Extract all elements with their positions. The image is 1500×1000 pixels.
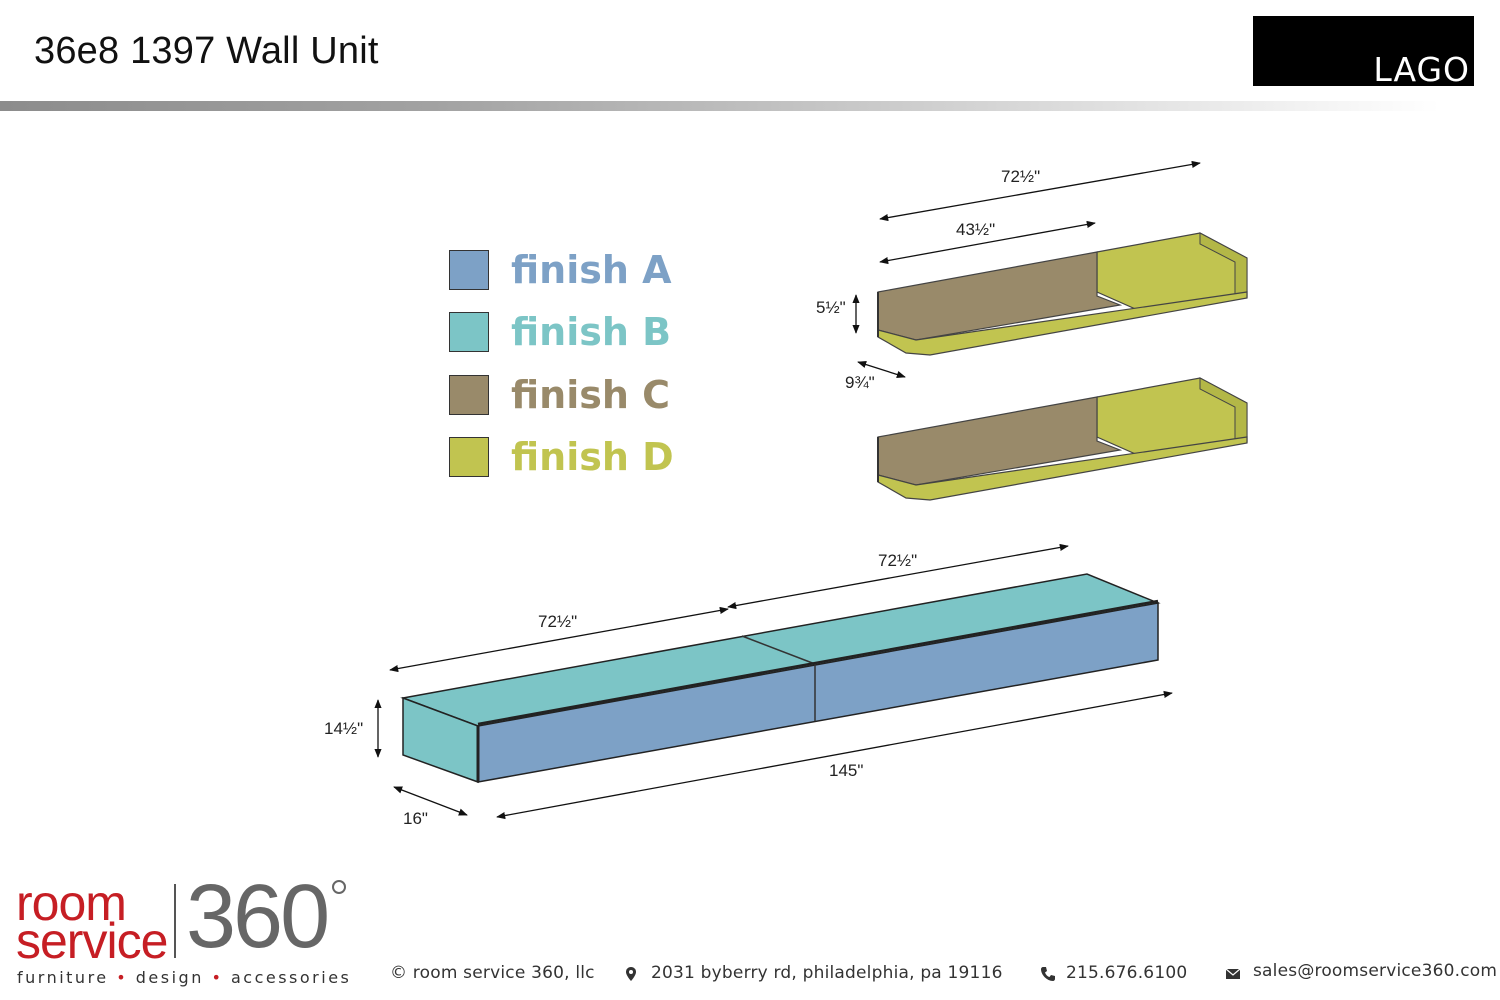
finish-c-swatch [449, 375, 489, 415]
dim-base-depth: 16" [403, 809, 428, 828]
dimension-lines [374, 160, 1201, 820]
logo-word-room: room [16, 875, 127, 931]
footer-copyright: © room service 360, llc [390, 963, 595, 983]
tagline-design: design [135, 968, 204, 987]
logo-tagline: furniture • design • accessories [17, 968, 351, 987]
dim-shelf-total-length: 72½" [1001, 167, 1040, 186]
upper-shelf [877, 232, 1248, 356]
logo-word-service: service [16, 913, 168, 969]
dim-shelf-back-length: 43½" [956, 220, 995, 239]
footer-email[interactable]: sales@roomservice360.com [1253, 961, 1498, 981]
tagline-furniture: furniture [17, 968, 109, 987]
finish-c-label: finish C [511, 373, 671, 417]
dim-base-length: 145" [829, 761, 863, 780]
dim-base-top-right: 72½" [878, 551, 917, 570]
tagline-separator: • [211, 968, 224, 987]
finish-d-swatch [449, 437, 489, 477]
lower-shelf [877, 377, 1248, 501]
page-title: 36e8 1397 Wall Unit [34, 30, 379, 72]
finish-a-swatch [449, 250, 489, 290]
dim-base-height: 14½" [324, 719, 363, 738]
dim-base-top-left: 72½" [538, 612, 577, 631]
finish-d-label: finish D [511, 435, 674, 479]
lago-logo: LAGO [1253, 16, 1474, 86]
tagline-accessories: accessories [230, 968, 352, 987]
logo-number: 360 [186, 867, 330, 967]
footer-phone: 215.676.6100 [1066, 963, 1188, 983]
dim-shelf-depth: 9¾" [845, 373, 875, 392]
finish-a-label: finish A [511, 248, 672, 292]
lago-logo-text: LAGO [1373, 50, 1470, 89]
room-service-360-logo: room service 360 furniture • design • ac… [14, 872, 359, 990]
base-cabinet [400, 573, 1161, 784]
degree-icon [332, 880, 346, 894]
dim-shelf-height: 5½" [816, 298, 846, 317]
phone-icon [1041, 967, 1055, 981]
logo-divider [174, 884, 176, 958]
footer-address: 2031 byberry rd, philadelphia, pa 19116 [651, 963, 1003, 983]
map-pin-icon [626, 967, 636, 981]
finish-b-swatch [449, 312, 489, 352]
header-gradient-bar [0, 101, 1440, 111]
finish-b-label: finish B [511, 310, 672, 354]
tagline-separator: • [116, 968, 129, 987]
envelope-icon [1225, 968, 1241, 979]
